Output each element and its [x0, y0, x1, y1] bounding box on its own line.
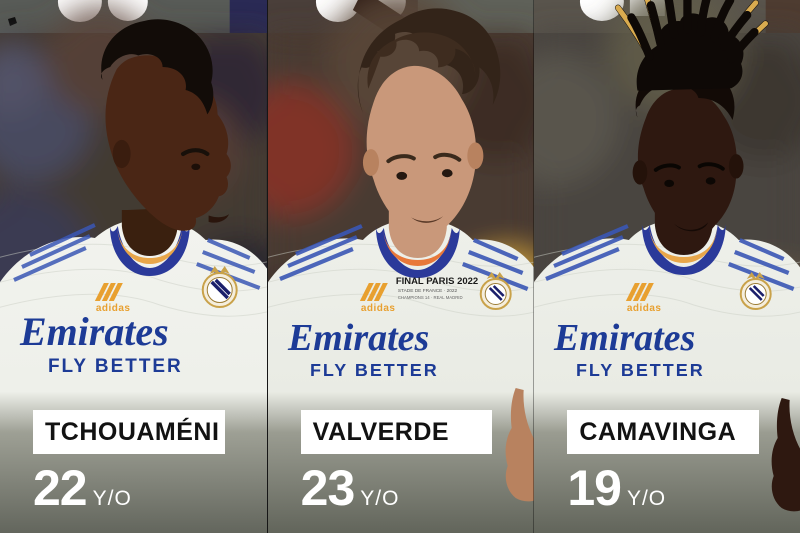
svg-text:Emirates: Emirates [287, 317, 429, 359]
svg-text:adidas: adidas [627, 303, 662, 314]
svg-text:FLY BETTER: FLY BETTER [48, 356, 183, 377]
svg-text:FLY BETTER: FLY BETTER [576, 360, 705, 380]
svg-text:STADE DE FRANCE · 2022: STADE DE FRANCE · 2022 [397, 288, 457, 294]
svg-text:adidas: adidas [361, 303, 396, 314]
svg-text:CHAMPIONS 14 · REAL MADRID: CHAMPIONS 14 · REAL MADRID [397, 295, 462, 300]
svg-text:FLY BETTER: FLY BETTER [310, 360, 439, 380]
svg-text:FINAL PARIS 2022: FINAL PARIS 2022 [395, 276, 477, 287]
svg-text:Emirates: Emirates [19, 309, 169, 354]
svg-text:Emirates: Emirates [553, 317, 695, 359]
